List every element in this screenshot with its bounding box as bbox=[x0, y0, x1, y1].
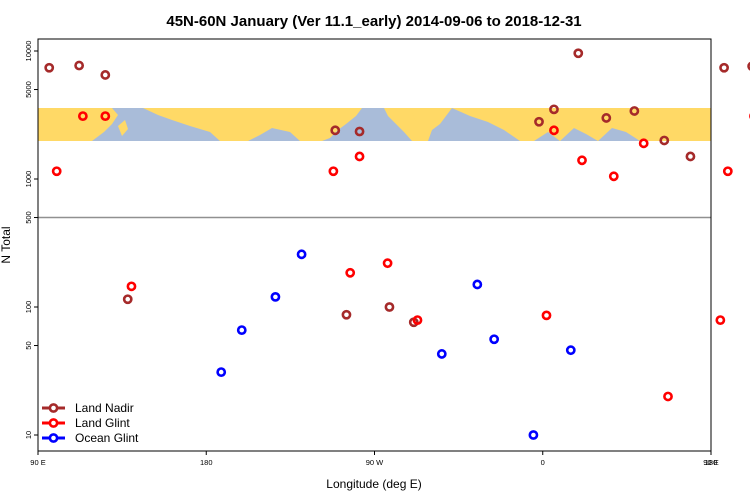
y-axis-ticks: 10 50 100 500 1000 5000 10000 bbox=[24, 41, 38, 439]
land-nadir-point bbox=[573, 48, 584, 59]
x-tick-label: 180 bbox=[705, 458, 718, 467]
x-tick-label: 90 E bbox=[30, 458, 45, 467]
land-glint-point bbox=[100, 111, 111, 122]
land-nadir-point bbox=[122, 294, 133, 305]
land-nadir-point bbox=[534, 116, 544, 127]
land-nadir-point bbox=[100, 70, 111, 80]
x-tick-label: 90 W bbox=[366, 458, 384, 467]
map-landmass bbox=[682, 112, 694, 128]
land-nadir-point bbox=[549, 104, 559, 115]
land-nadir-point bbox=[354, 126, 365, 137]
map-landmass bbox=[322, 110, 342, 124]
land-nadir-point bbox=[601, 113, 612, 123]
land-glint-point bbox=[51, 166, 62, 177]
legend-swatch-marker-ocean-glint bbox=[48, 433, 59, 443]
land-glint-point bbox=[541, 310, 552, 321]
chart-title: 45N-60N January (Ver 11.1_early) 2014-09… bbox=[166, 13, 581, 30]
land-nadir-point bbox=[659, 135, 670, 146]
legend-label-land-nadir: Land Nadir bbox=[75, 401, 134, 415]
x-tick-label: 0 bbox=[541, 458, 545, 467]
y-axis-label: N Total bbox=[0, 226, 13, 263]
legend-label-land-glint: Land Glint bbox=[75, 416, 130, 430]
y-tick-label: 50 bbox=[24, 341, 33, 349]
map-landmass bbox=[384, 108, 452, 141]
ocean-glint-point bbox=[528, 430, 539, 440]
y-tick-label: 10000 bbox=[24, 41, 33, 62]
land-glint-point bbox=[715, 315, 726, 326]
y-tick-label: 5000 bbox=[24, 81, 33, 98]
map-landmass bbox=[412, 110, 424, 122]
land-glint-point bbox=[77, 111, 88, 122]
y-tick-label: 500 bbox=[24, 211, 33, 224]
legend-label-ocean-glint: Ocean Glint bbox=[75, 431, 139, 445]
land-nadir-point bbox=[44, 62, 55, 73]
map-landmass bbox=[118, 120, 128, 136]
map-landmass bbox=[452, 108, 711, 141]
x-tick-label: 90 E bbox=[703, 458, 718, 467]
land-glint-point bbox=[608, 171, 619, 182]
ocean-glint-point bbox=[565, 345, 576, 356]
ocean-glint-point bbox=[296, 249, 307, 260]
legend-swatch-marker-land-nadir bbox=[48, 403, 59, 413]
land-glint-point bbox=[663, 391, 673, 402]
land-glint-point bbox=[722, 166, 733, 177]
land-glint-point bbox=[382, 258, 393, 269]
ocean-glint-point bbox=[216, 367, 227, 378]
land-glint-point bbox=[638, 138, 649, 149]
map-landmass bbox=[38, 108, 118, 141]
x-axis-label: Longitude (deg E) bbox=[326, 477, 421, 491]
land-glint-point bbox=[577, 155, 587, 166]
land-nadir-point bbox=[629, 106, 640, 116]
land-nadir-point bbox=[747, 61, 750, 71]
y-tick-label: 10 bbox=[24, 431, 33, 439]
land-glint-point bbox=[345, 267, 356, 278]
legend-swatch-marker-land-glint bbox=[48, 418, 59, 428]
land-nadir-point bbox=[685, 151, 696, 162]
land-nadir-point bbox=[341, 309, 352, 320]
plot-frame bbox=[37, 38, 712, 452]
land-glint-point bbox=[126, 281, 137, 292]
land-glint-point bbox=[354, 151, 365, 162]
y-tick-label: 100 bbox=[24, 301, 33, 314]
ocean-glint-point bbox=[489, 334, 500, 345]
land-glint-point bbox=[412, 315, 423, 326]
data-points bbox=[44, 48, 750, 440]
land-nadir-point bbox=[74, 60, 85, 71]
ocean-glint-point bbox=[472, 279, 483, 290]
y-tick-label: 1000 bbox=[24, 171, 33, 188]
ocean-glint-point bbox=[236, 325, 247, 335]
world-map-band bbox=[38, 108, 711, 141]
map-landmass bbox=[143, 108, 362, 141]
ocean-glint-point bbox=[436, 349, 447, 359]
land-nadir-point bbox=[330, 125, 341, 136]
land-nadir-point bbox=[384, 302, 395, 312]
ocean-glint-point bbox=[270, 291, 281, 302]
x-tick-label: 180 bbox=[200, 458, 213, 467]
land-glint-point bbox=[549, 125, 559, 136]
land-nadir-point bbox=[719, 62, 729, 73]
land-glint-point bbox=[328, 166, 339, 177]
